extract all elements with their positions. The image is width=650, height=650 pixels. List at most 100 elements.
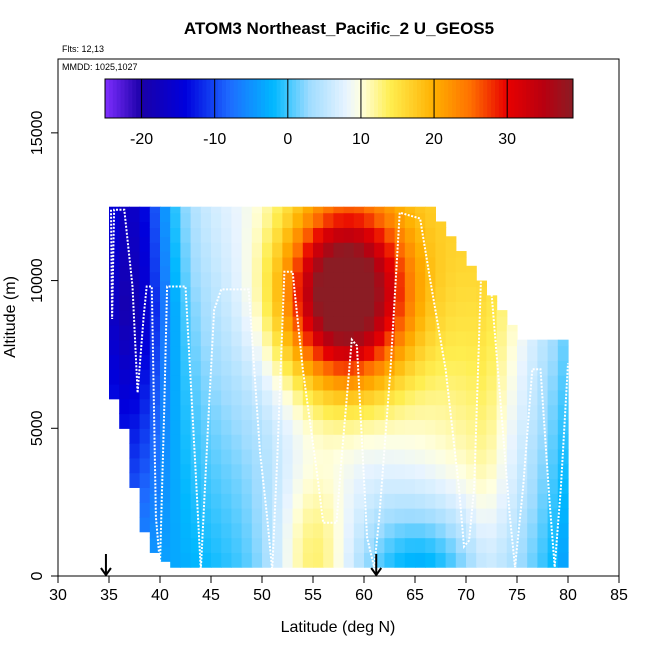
colorbar-segment [257,79,262,118]
heatmap-cell [251,404,263,421]
heatmap-cell [251,360,263,376]
heatmap-cell [149,478,161,494]
colorbar-segment [510,79,515,118]
heatmap-cell [119,206,130,223]
heatmap-cell [262,242,273,258]
heatmap-cell [231,522,243,539]
heatmap-cell [180,419,192,435]
heatmap-cell [333,537,345,553]
colorbar-segment [417,79,422,118]
heatmap-cell [496,537,508,553]
heatmap-cell [211,478,222,494]
heatmap-cell [221,375,232,391]
heatmap-cell [292,212,304,228]
heatmap-cell [364,434,375,450]
heatmap-cell [364,463,375,480]
heatmap-cell [364,212,375,228]
heatmap-cell [517,419,528,435]
heatmap-cell [241,345,253,361]
heatmap-cell [404,227,416,243]
y-axis-label: Altitude (m) [2,276,19,358]
heatmap-cell [170,345,181,361]
colorbar-segment [261,79,266,118]
heatmap-cell [333,330,345,347]
heatmap-cell [496,508,508,524]
heatmap-cell [435,522,447,539]
colorbar-segment [190,79,196,118]
heatmap-cell [241,227,253,243]
heatmap-cell [292,375,304,391]
colorbar-segment [136,79,141,118]
heatmap-cell [353,271,365,288]
heatmap-cell [119,221,130,237]
heatmap-cell [323,478,334,494]
heatmap-cell [333,271,345,288]
heatmap-cell [241,419,253,435]
heatmap-cell [466,508,477,524]
heatmap-cell [180,206,192,214]
heatmap-cell [160,398,171,415]
colorbar-segment [459,79,465,118]
heatmap-cell [496,419,508,435]
heatmap-cell [496,389,508,406]
heatmap-cell [517,404,528,421]
heatmap-cell [486,301,498,317]
colorbar-segment [413,79,418,118]
heatmap-cell [180,404,192,421]
heatmap-cell [241,552,253,568]
heatmap-cell [435,345,447,361]
heatmap-cell [455,463,467,480]
heatmap-cell [119,310,130,326]
heatmap-cell [466,404,477,421]
heatmap-cell [119,324,130,341]
heatmap-cell [506,552,518,568]
heatmap-cell [415,242,426,258]
heatmap-cell [394,301,406,317]
heatmap-cell [486,522,498,539]
heatmap-cell [272,522,283,539]
heatmap-cell [160,546,171,562]
heatmap-cell [476,463,487,480]
heatmap-cell [343,345,355,361]
heatmap-cell [323,271,334,288]
heatmap-cell [364,360,375,376]
heatmap-cell [231,271,243,288]
heatmap-cell [415,206,426,214]
colorbar-segment [315,79,320,118]
heatmap-cell [180,256,192,273]
heatmap-cell [466,419,477,435]
heatmap-cell [313,286,324,302]
heatmap-cell [435,552,447,568]
heatmap-cell [537,419,549,435]
heatmap-cell [384,493,396,509]
colorbar-segment [222,79,227,118]
heatmap-cell [374,360,385,376]
heatmap-cell [323,537,334,553]
heatmap-cell [200,286,212,302]
heatmap-cell [160,265,171,282]
heatmap-cell [517,508,528,524]
heatmap-cell [160,354,171,370]
heatmap-cell [302,206,314,214]
heatmap-cell [190,493,202,509]
heatmap-cell [282,404,294,421]
heatmap-cell [384,242,396,258]
colorbar-segment [393,79,398,118]
heatmap-cell [537,448,549,465]
heatmap-cell [313,434,324,450]
heatmap-cell [435,389,447,406]
heatmap-cell [231,330,243,347]
heatmap-cell [272,360,283,376]
heatmap-cell [394,375,406,391]
colorbar-segment [557,79,562,118]
colorbar-segment [350,79,356,118]
heatmap-cell [323,493,334,509]
heatmap-cell [231,552,243,568]
heatmap-cell [231,360,243,376]
heatmap-cell [272,478,283,494]
heatmap-cell [394,345,406,361]
heatmap-cell [272,552,283,568]
heatmap-cell [425,508,436,524]
colorbar-segment [545,79,551,118]
heatmap-cell [394,206,406,214]
